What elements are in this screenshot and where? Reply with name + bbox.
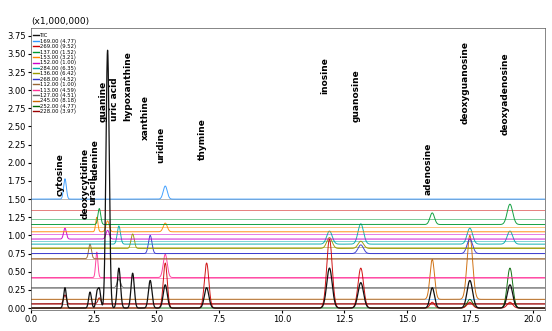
Text: deoxyadenosine: deoxyadenosine	[501, 53, 510, 135]
Text: deoxycytidine: deoxycytidine	[81, 148, 90, 219]
Text: guanine: guanine	[99, 80, 108, 122]
Text: adenosine: adenosine	[423, 142, 432, 195]
Text: uracil: uracil	[88, 176, 97, 205]
Text: deoxyguanosine: deoxyguanosine	[461, 41, 470, 124]
Text: hypoxanthine: hypoxanthine	[124, 52, 132, 121]
Text: uridine: uridine	[156, 126, 165, 163]
Text: xanthine: xanthine	[141, 95, 150, 140]
Text: (x1,000,000): (x1,000,000)	[31, 17, 89, 25]
Text: thymine: thymine	[198, 118, 206, 161]
Text: inosine: inosine	[321, 57, 330, 94]
Text: cytosine: cytosine	[56, 153, 65, 196]
Text: adenine: adenine	[91, 139, 99, 180]
Legend: TIC, 169.00 (4.77), 269.00 (9.52), 137.00 (1.52), 153.00 (3.21), 152.00 (1.00), : TIC, 169.00 (4.77), 269.00 (9.52), 137.0…	[31, 31, 78, 117]
Text: uric acid: uric acid	[110, 77, 119, 121]
Text: guanosine: guanosine	[352, 70, 361, 122]
